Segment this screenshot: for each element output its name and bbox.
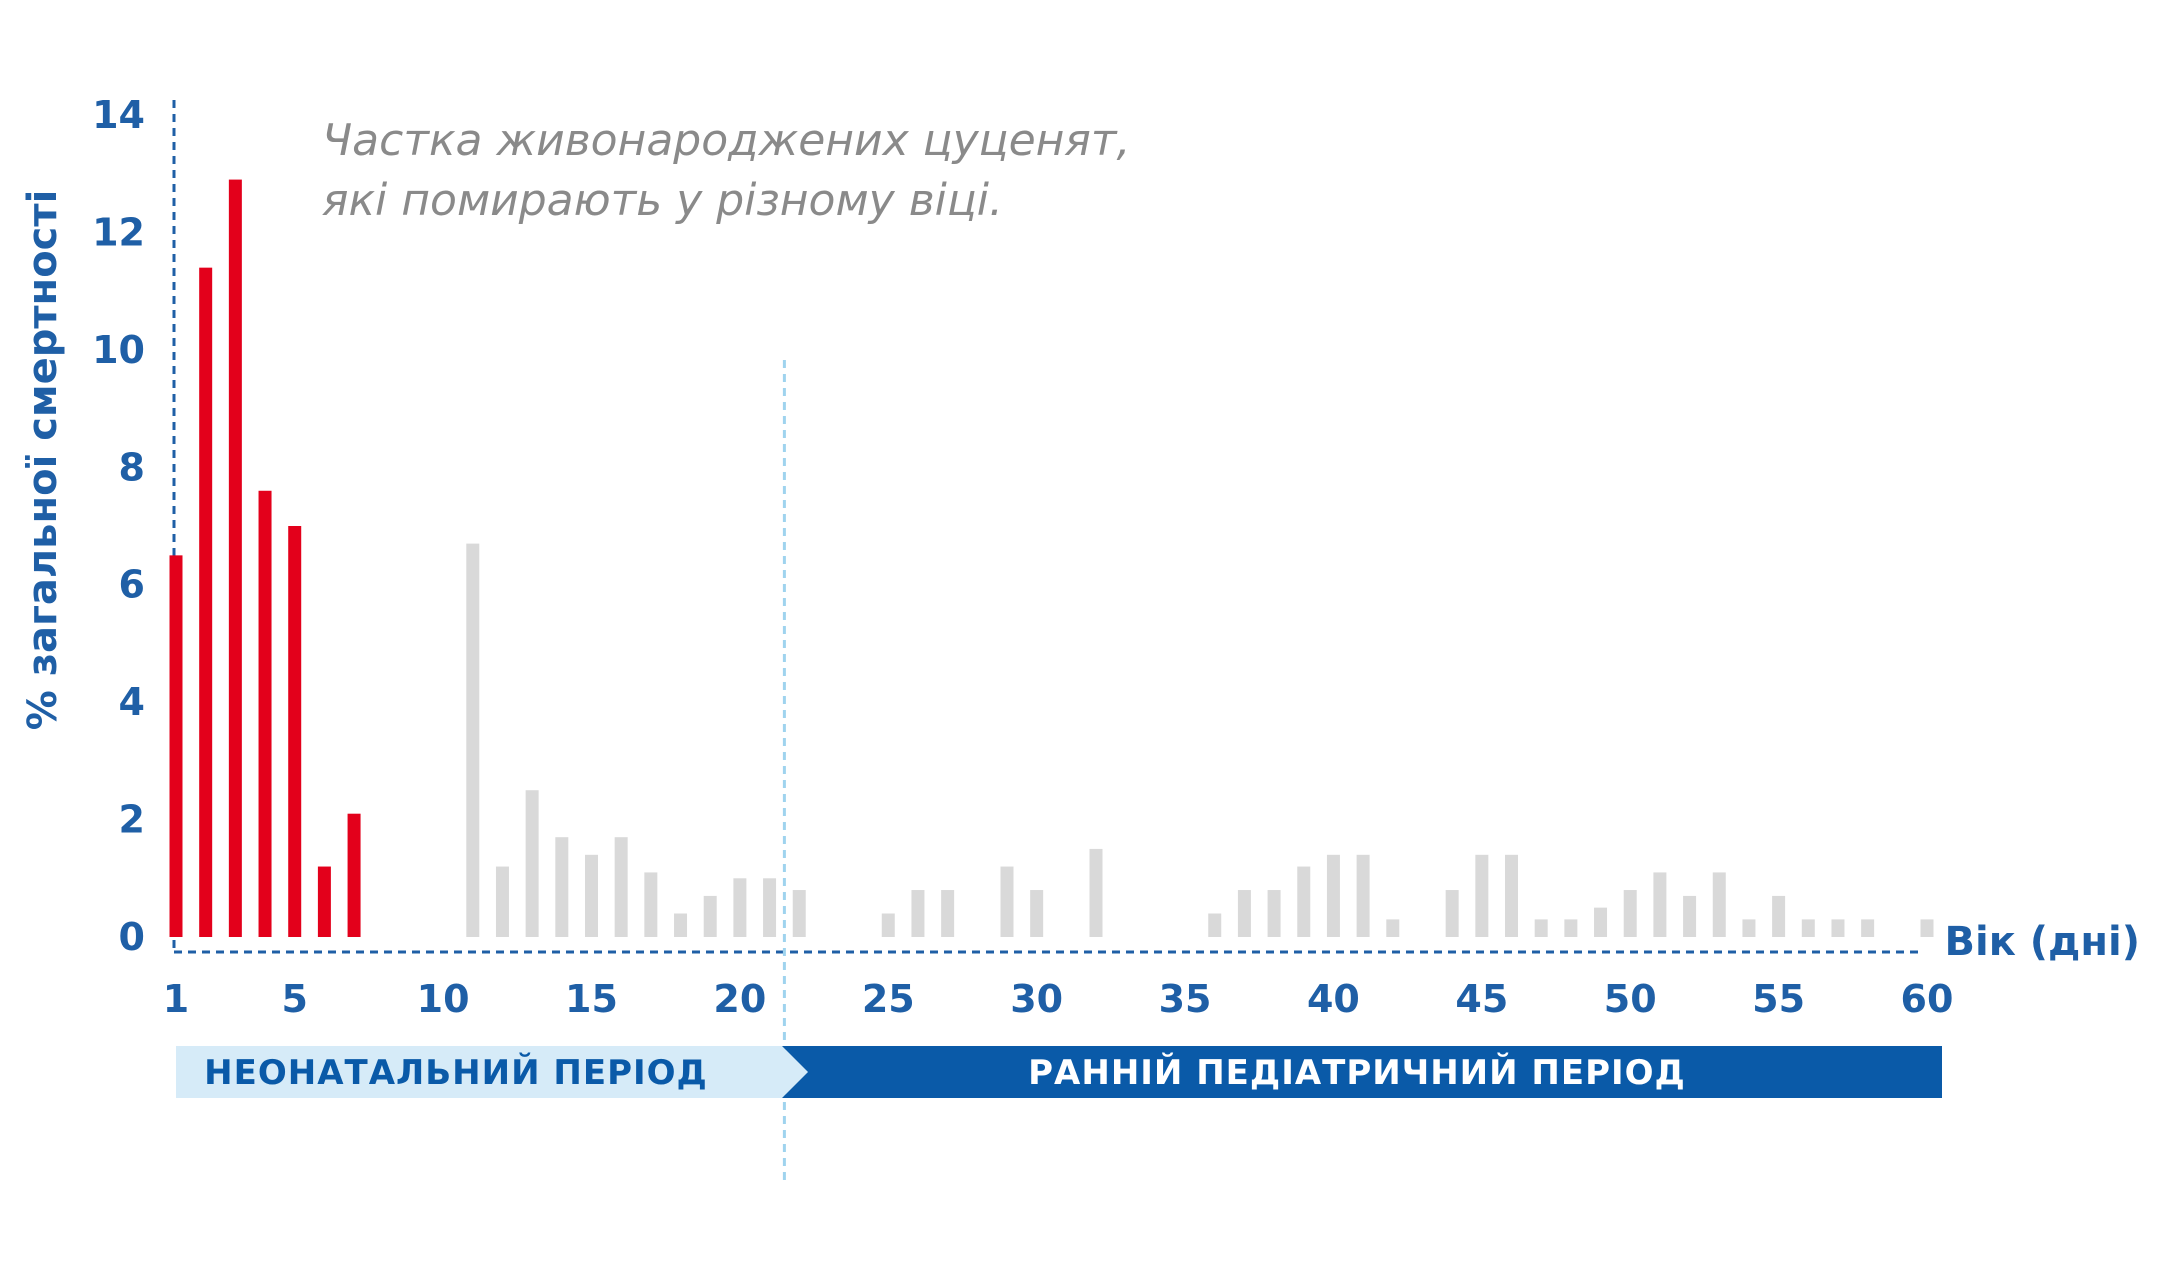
bar xyxy=(555,837,569,937)
neonatal-period-band xyxy=(176,1046,808,1098)
bar xyxy=(199,267,213,938)
y-tick-label: 14 xyxy=(92,93,145,137)
bar xyxy=(258,490,272,937)
y-tick-label: 8 xyxy=(119,445,145,489)
bar xyxy=(881,913,895,937)
y-tick-label: 2 xyxy=(119,798,145,842)
x-tick-label: 15 xyxy=(565,977,618,1021)
bar xyxy=(1089,848,1103,937)
x-tick-label: 10 xyxy=(417,977,470,1021)
x-tick-label: 35 xyxy=(1159,977,1212,1021)
bar xyxy=(1772,895,1786,937)
x-tick-label: 55 xyxy=(1752,977,1805,1021)
bar xyxy=(1653,872,1667,937)
y-tick-labels: 0 2 4 6 8 10 12 14 xyxy=(92,93,145,959)
bar xyxy=(1000,866,1014,937)
bar xyxy=(495,866,509,937)
bar xyxy=(1386,919,1400,937)
bar xyxy=(1267,890,1281,937)
pediatric-period-label: РАННІЙ ПЕДІАТРИЧНИЙ ПЕРІОД xyxy=(1028,1052,1686,1093)
bars-layer xyxy=(169,179,1934,938)
bar xyxy=(674,913,688,937)
y-axis-label: % загальної смертності xyxy=(20,190,66,731)
bar xyxy=(1475,854,1489,937)
x-tick-label: 30 xyxy=(1010,977,1063,1021)
bar xyxy=(1801,919,1815,937)
bar xyxy=(288,526,302,937)
bar xyxy=(1030,890,1044,937)
bar xyxy=(1297,866,1311,937)
bar xyxy=(1534,919,1548,937)
bar xyxy=(1712,872,1726,937)
bar xyxy=(1564,919,1578,937)
bar xyxy=(911,890,925,937)
bar xyxy=(1505,854,1519,937)
bar xyxy=(228,179,242,938)
neonatal-period-label: НЕОНАТАЛЬНИЙ ПЕРІОД xyxy=(204,1052,708,1093)
bar xyxy=(763,878,777,937)
pediatric-period-band xyxy=(782,1046,1942,1098)
bar xyxy=(317,866,331,937)
bar xyxy=(1326,854,1340,937)
x-tick-label: 40 xyxy=(1307,977,1360,1021)
bar xyxy=(1356,854,1370,937)
bar xyxy=(584,854,598,937)
x-tick-label: 45 xyxy=(1455,977,1508,1021)
period-banner: НЕОНАТАЛЬНИЙ ПЕРІОД РАННІЙ ПЕДІАТРИЧНИЙ … xyxy=(176,1046,1942,1098)
bar xyxy=(525,790,539,937)
caption-line-1: Частка живонароджених цуценят, xyxy=(322,115,1131,166)
x-tick-label: 60 xyxy=(1901,977,1954,1021)
bar xyxy=(1861,919,1875,937)
bar xyxy=(1237,890,1251,937)
x-tick-label: 20 xyxy=(713,977,766,1021)
bar xyxy=(466,543,480,937)
y-tick-label: 6 xyxy=(119,563,145,607)
y-tick-label: 10 xyxy=(92,328,145,372)
bar xyxy=(1445,890,1459,937)
x-tick-label: 1 xyxy=(163,977,189,1021)
bar xyxy=(1623,890,1637,937)
bar xyxy=(792,890,806,937)
bar xyxy=(941,890,955,937)
x-axis-label: Вік (дні) xyxy=(1945,919,2141,965)
y-tick-label: 12 xyxy=(92,210,145,254)
axes-layer xyxy=(172,100,1922,1185)
bar xyxy=(347,813,361,937)
caption-line-2: які помирають у різному віці. xyxy=(322,175,1003,226)
bar xyxy=(169,555,183,937)
bar xyxy=(1683,895,1697,937)
x-tick-label: 50 xyxy=(1604,977,1657,1021)
bar xyxy=(1742,919,1756,937)
bar xyxy=(1920,919,1934,937)
bar xyxy=(1831,919,1845,937)
y-tick-label: 0 xyxy=(119,915,145,959)
bar xyxy=(644,872,658,937)
y-tick-label: 4 xyxy=(119,680,145,724)
bar xyxy=(703,895,717,937)
bar xyxy=(1594,907,1608,937)
bar xyxy=(1208,913,1222,937)
x-tick-label: 25 xyxy=(862,977,915,1021)
bar xyxy=(614,837,628,937)
x-tick-labels: 1 5 10 15 20 25 30 35 40 45 50 55 60 xyxy=(163,977,1954,1021)
bar xyxy=(733,878,747,937)
x-tick-label: 5 xyxy=(281,977,307,1021)
